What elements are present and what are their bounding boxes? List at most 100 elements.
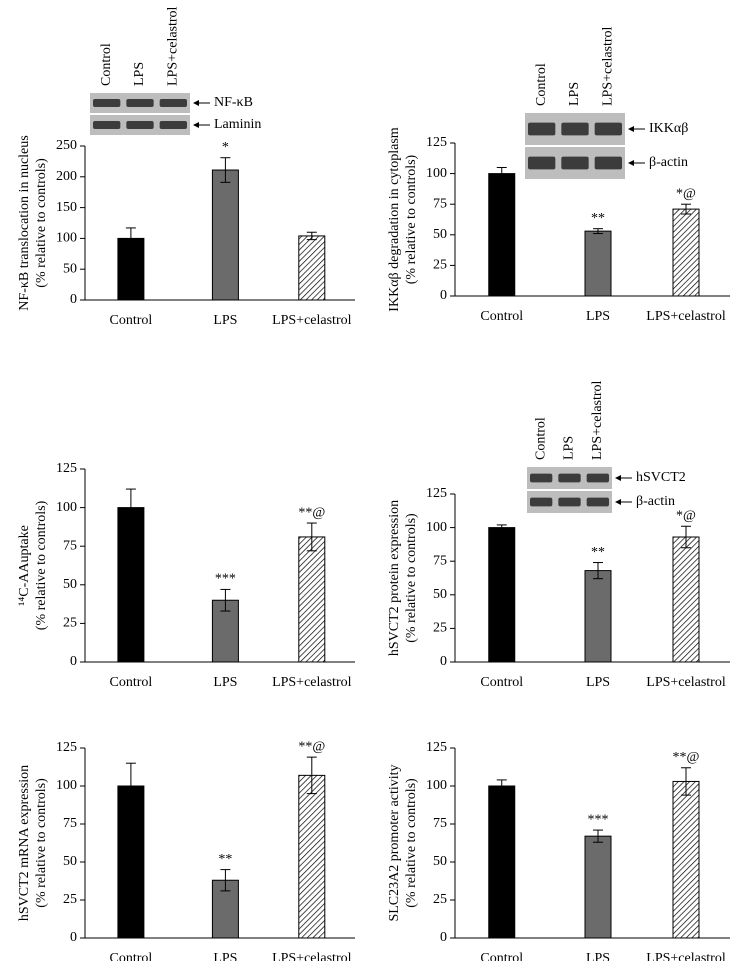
band-label: hSVCT2: [636, 470, 686, 485]
y-tick-label: 100: [426, 778, 447, 793]
bar: [584, 835, 612, 939]
error-bar: [593, 562, 603, 580]
y-axis-label: ¹⁴C-AAuptake: [17, 525, 32, 606]
y-axis-label: hSVCT2 mRNA expression: [17, 765, 32, 921]
bar: [298, 536, 326, 663]
y-tick-label: 100: [56, 778, 77, 793]
blot-band: [530, 473, 553, 483]
significance-label: *@: [676, 508, 696, 523]
x-tick-label: Control: [480, 675, 523, 690]
blot-band: [126, 121, 154, 129]
y-axis-label: SLC23A2 promoter activity: [387, 764, 402, 921]
y-tick-label: 100: [56, 231, 77, 246]
significance-label: **: [591, 545, 605, 560]
x-tick-label: Control: [480, 309, 523, 324]
bar: [117, 507, 145, 663]
bar: [488, 527, 516, 663]
lane-label: LPS+celastrol: [166, 6, 181, 86]
error-bar: [593, 829, 603, 843]
y-axis-label: hSVCT2 protein expression: [387, 500, 402, 656]
error-bar: [306, 522, 317, 552]
y-tick-label: 0: [70, 292, 77, 307]
x-tick-label: Control: [110, 313, 153, 328]
significance-label: ***: [588, 812, 609, 827]
error-bar: [306, 756, 317, 795]
y-tick-label: 25: [63, 616, 77, 631]
error-bar: [496, 166, 507, 181]
blot-band: [586, 497, 609, 507]
x-tick-label: LPS: [213, 951, 237, 961]
blot-band: [530, 497, 553, 507]
x-tick-label: LPS: [586, 309, 610, 324]
lane-label: Control: [534, 63, 549, 106]
lane-label: LPS+celastrol: [601, 26, 616, 106]
y-tick-label: 125: [426, 486, 447, 501]
x-tick-label: LPS: [213, 313, 237, 328]
y-axis-label: IKKαβ degradation in cytoplasm: [387, 127, 402, 311]
lane-label: LPS+celastrol: [590, 380, 605, 460]
bar: [672, 780, 700, 939]
band-label: β-actin: [636, 494, 675, 509]
significance-label: ***: [215, 572, 236, 587]
y-tick-label: 50: [433, 227, 447, 242]
x-tick-label: LPS+celastrol: [646, 309, 726, 324]
y-tick-label: 25: [433, 892, 447, 907]
error-bar: [681, 767, 691, 796]
y-tick-label: 25: [433, 258, 447, 273]
bar: [672, 208, 700, 297]
blot-band: [594, 122, 622, 136]
blot-band: [93, 99, 121, 107]
y-tick-label: 200: [56, 169, 77, 184]
bar: [488, 785, 516, 939]
significance-label: **@: [298, 739, 325, 754]
y-tick-label: 75: [63, 538, 77, 553]
y-tick-label: 50: [63, 854, 77, 869]
y-axis-label: (% relative to controls): [34, 778, 49, 908]
y-tick-label: 0: [440, 930, 447, 945]
error-bar: [125, 762, 136, 810]
y-tick-label: 50: [433, 854, 447, 869]
y-axis-label: (% relative to controls): [404, 154, 419, 284]
bar: [672, 536, 700, 663]
blot-band: [561, 156, 589, 170]
lane-label: LPS: [562, 436, 577, 460]
error-bar: [681, 525, 691, 549]
lane-label: LPS: [132, 62, 147, 86]
x-tick-label: Control: [480, 951, 523, 961]
x-tick-label: LPS+celastrol: [272, 313, 352, 328]
y-axis-label: (% relative to controls): [404, 513, 419, 643]
blot-band: [586, 473, 609, 483]
bar: [298, 235, 326, 301]
band-label: Laminin: [214, 117, 261, 132]
significance-label: **: [218, 852, 232, 867]
y-axis-label: (% relative to controls): [404, 778, 419, 908]
y-tick-label: 50: [63, 577, 77, 592]
bar: [584, 230, 612, 297]
x-tick-label: LPS: [213, 675, 237, 690]
blot-band: [159, 99, 187, 107]
significance-label: **: [591, 211, 605, 226]
y-tick-label: 125: [426, 740, 447, 755]
x-tick-label: Control: [110, 675, 153, 690]
blot-band: [528, 156, 556, 170]
blot-band: [558, 497, 581, 507]
bar: [211, 169, 239, 301]
y-tick-label: 125: [426, 135, 447, 150]
significance-label: **@: [673, 750, 700, 765]
arrow-head: [628, 126, 634, 132]
y-axis-label: NF-κB translocation in nucleus: [17, 135, 32, 310]
lane-label: Control: [533, 417, 548, 460]
y-tick-label: 0: [440, 288, 447, 303]
error-bar: [125, 488, 136, 527]
significance-label: *: [222, 140, 229, 155]
error-bar: [306, 231, 317, 241]
x-tick-label: LPS+celastrol: [646, 951, 726, 961]
y-tick-label: 250: [56, 138, 77, 153]
blot-band: [561, 122, 589, 136]
y-tick-label: 0: [440, 654, 447, 669]
error-bar: [681, 203, 691, 215]
y-tick-label: 100: [56, 500, 77, 515]
y-tick-label: 125: [56, 461, 77, 476]
bar: [488, 173, 516, 297]
error-bar: [593, 228, 603, 235]
